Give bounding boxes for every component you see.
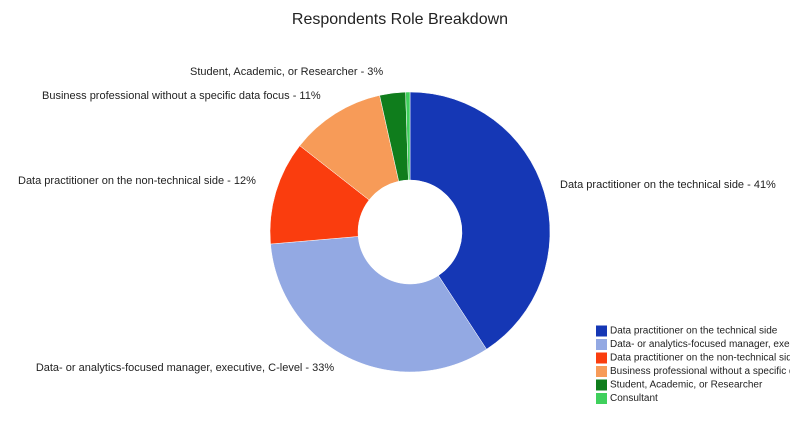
data-label: Student, Academic, or Researcher - 3% bbox=[190, 66, 383, 78]
legend-swatch bbox=[596, 393, 607, 404]
chart-title: Respondents Role Breakdown bbox=[292, 11, 508, 28]
legend-label: Data- or analytics-focused manager, exec… bbox=[610, 339, 800, 350]
data-labels: Data practitioner on the technical side … bbox=[18, 66, 776, 374]
data-label: Data- or analytics-focused manager, exec… bbox=[36, 362, 335, 374]
legend-label: Data practitioner on the non-technical s… bbox=[610, 353, 798, 364]
legend-swatch bbox=[596, 366, 607, 377]
legend-label: Data practitioner on the technical side bbox=[610, 326, 778, 337]
legend-swatch bbox=[596, 379, 607, 391]
legend-label: Student, Academic, or Researcher bbox=[610, 380, 763, 391]
data-label: Data practitioner on the non-technical s… bbox=[18, 175, 256, 187]
legend-swatch bbox=[596, 352, 607, 364]
slice bbox=[270, 236, 487, 373]
legend-label: Consultant bbox=[610, 393, 658, 404]
donut bbox=[269, 91, 551, 373]
legend-swatch bbox=[596, 325, 607, 337]
legend-label: Business professional without a specific… bbox=[610, 366, 800, 377]
data-label: Data practitioner on the technical side … bbox=[560, 179, 776, 191]
data-label: Business professional without a specific… bbox=[42, 90, 321, 102]
slice bbox=[405, 91, 411, 181]
legend-swatch bbox=[596, 339, 607, 350]
slice bbox=[409, 91, 551, 350]
legend: Data practitioner on the technical side D… bbox=[596, 325, 800, 404]
